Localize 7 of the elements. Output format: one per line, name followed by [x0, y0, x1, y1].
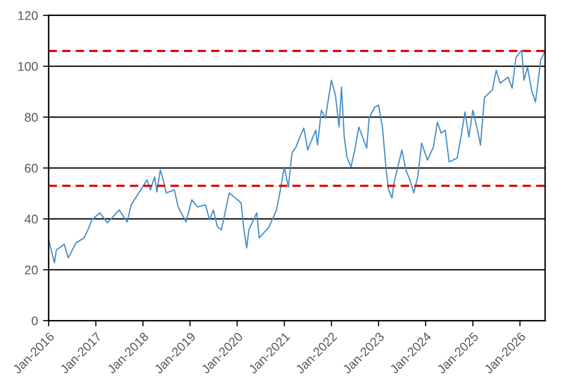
y-tick-label: 60	[24, 164, 38, 173]
y-tick-label: 40	[24, 214, 38, 224]
y-tick-label: 100	[18, 62, 38, 71]
y-tick-label: 20	[24, 266, 38, 274]
y-tick-label: 120	[18, 11, 38, 20]
y-tick-label: 0	[32, 316, 38, 326]
y-tick-label: 80	[24, 112, 38, 122]
